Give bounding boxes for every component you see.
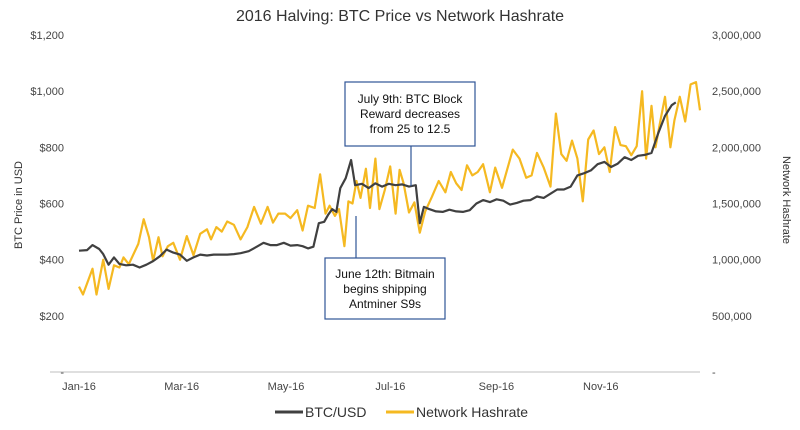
annotation-bitmain-box: [324, 257, 446, 320]
y-axis-right-title: Network Hashrate: [780, 156, 792, 244]
y-left-tick-label: $800: [40, 142, 64, 154]
y-right-tick-label: -: [712, 367, 716, 379]
x-tick-label: Jul-16: [375, 381, 405, 393]
x-axis-ticks: Jan-16 Mar-16 May-16 Jul-16 Sep-16 Nov-16: [62, 381, 618, 393]
series-layer: [78, 81, 702, 296]
y-left-tick-label: $200: [40, 311, 64, 323]
annotation-bitmain-line-3: Antminer S9s: [349, 297, 421, 311]
y-left-tick-label: -: [60, 367, 64, 379]
x-tick-label: Mar-16: [164, 381, 199, 393]
series-line-network-hashrate: [78, 81, 702, 296]
legend: BTC/USD Network Hashrate: [275, 404, 528, 420]
y-right-tick-label: 2,000,000: [712, 142, 761, 154]
annotation-bitmain-line-2: begins shipping: [343, 282, 426, 296]
y-right-tick-label: 1,500,000: [712, 199, 761, 211]
y-left-tick-label: $400: [40, 255, 64, 267]
annotation-halving-box: [344, 81, 476, 147]
x-tick-label: Sep-16: [479, 381, 514, 393]
annotation-halving-line-2: Reward decreases: [360, 107, 460, 121]
y-left-tick-label: $1,000: [30, 86, 64, 98]
y-right-tick-label: 3,000,000: [712, 30, 761, 42]
y-left-tick-label: $600: [40, 199, 64, 211]
legend-label-network-hashrate: Network Hashrate: [416, 404, 528, 420]
annotation-halving-line-1: July 9th: BTC Block: [358, 92, 464, 106]
right-axis-ticks: - 500,000 1,000,000 1,500,000 2,000,000 2,500…: [712, 30, 761, 379]
series-line-btc-usd: [78, 101, 677, 269]
x-tick-label: May-16: [268, 381, 305, 393]
y-right-tick-label: 1,000,000: [712, 255, 761, 267]
annotation-halving-line-3: from 25 to 12.5: [370, 122, 451, 136]
x-tick-label: Nov-16: [583, 381, 618, 393]
annotation-bitmain-line-1: June 12th: Bitmain: [335, 267, 434, 281]
y-right-tick-label: 500,000: [712, 311, 752, 323]
chart-title: 2016 Halving: BTC Price vs Network Hashr…: [236, 8, 564, 25]
left-axis-ticks: - $200 $400 $600 $800 $1,000 $1,200: [30, 30, 64, 379]
y-right-tick-label: 2,500,000: [712, 86, 761, 98]
legend-label-btc-usd: BTC/USD: [305, 404, 366, 420]
y-axis-left-title: BTC Price in USD: [13, 161, 25, 249]
annotation-bitmain: June 12th: Bitmain begins shipping Antmi…: [324, 216, 446, 320]
annotation-halving: July 9th: BTC Block Reward decreases fro…: [344, 81, 476, 186]
x-tick-label: Jan-16: [62, 381, 96, 393]
y-left-tick-label: $1,200: [30, 30, 64, 42]
